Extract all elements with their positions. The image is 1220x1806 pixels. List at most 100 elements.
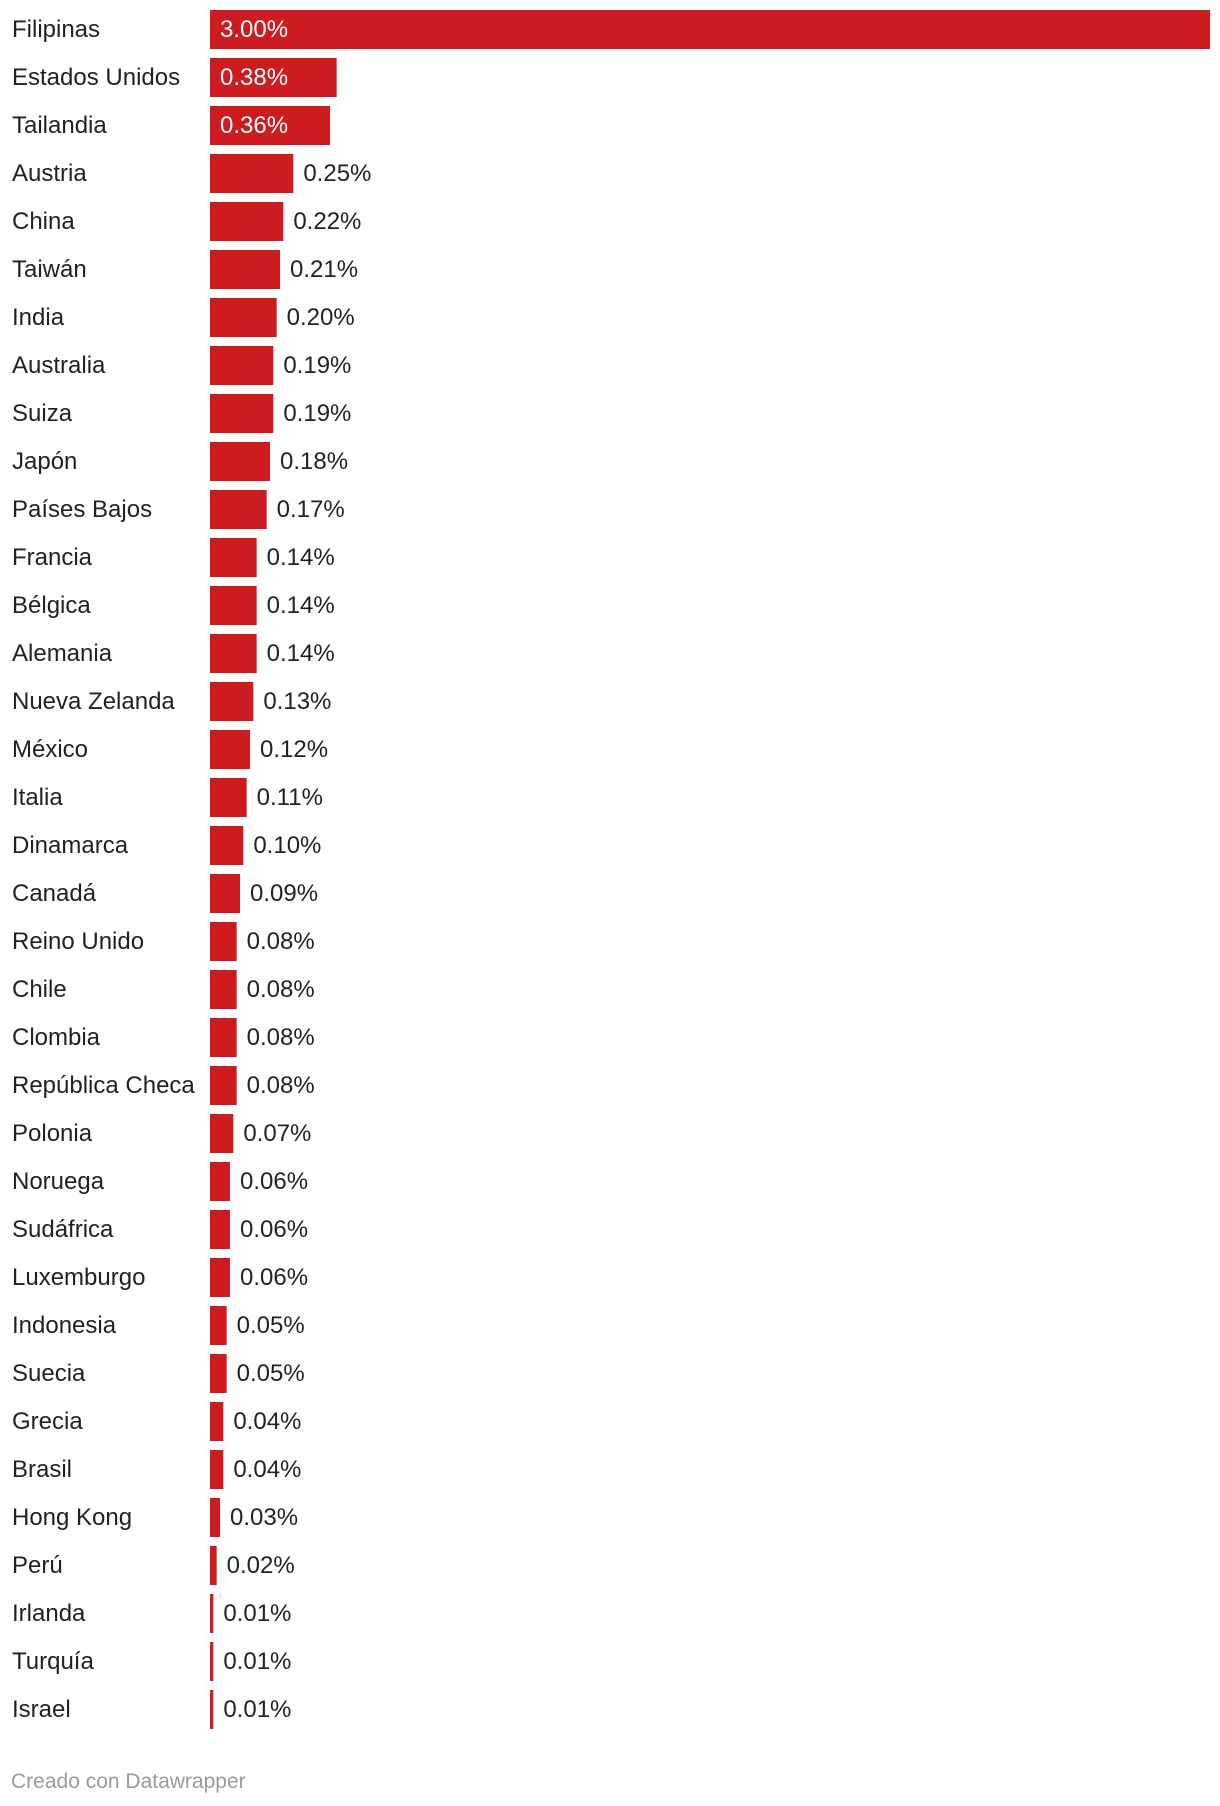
- bar-row: Italia 0.11%: [12, 778, 323, 817]
- value-label: 0.19%: [283, 400, 351, 427]
- value-label: 0.04%: [233, 1456, 301, 1483]
- value-label: 0.06%: [240, 1168, 308, 1195]
- bar-row: Austria 0.25%: [12, 154, 371, 193]
- bar-row: Nueva Zelanda 0.13%: [12, 682, 331, 721]
- value-label: 0.08%: [247, 928, 315, 955]
- bar-row: Indonesia 0.05%: [12, 1306, 305, 1345]
- value-label: 0.07%: [243, 1120, 311, 1147]
- category-label: Sudáfrica: [12, 1216, 114, 1243]
- bar: [210, 1114, 234, 1153]
- bar: [210, 490, 267, 529]
- category-label: Taiwán: [12, 256, 87, 283]
- value-label: 0.08%: [247, 1024, 315, 1051]
- category-label: Irlanda: [12, 1600, 86, 1627]
- bar-row: Hong Kong 0.03%: [12, 1498, 298, 1537]
- value-label: 0.04%: [233, 1408, 301, 1435]
- category-label: Estados Unidos: [12, 64, 180, 91]
- bar-row: República Checa 0.08%: [12, 1066, 315, 1105]
- bar: [210, 298, 277, 337]
- bar-row: Alemania 0.14%: [12, 634, 335, 673]
- category-label: Grecia: [12, 1408, 83, 1435]
- bar-row: Reino Unido 0.08%: [12, 922, 315, 961]
- value-label: 0.38%: [220, 64, 288, 91]
- value-label: 0.14%: [267, 640, 335, 667]
- value-label: 0.05%: [237, 1312, 305, 1339]
- bar-row: Brasil 0.04%: [12, 1450, 301, 1489]
- value-label: 0.25%: [303, 160, 371, 187]
- bar: [210, 922, 237, 961]
- value-label: 0.14%: [267, 592, 335, 619]
- category-label: Chile: [12, 976, 67, 1003]
- value-label: 3.00%: [220, 16, 288, 43]
- value-label: 0.13%: [263, 688, 331, 715]
- bar: [210, 1546, 217, 1585]
- bar-row: Tailandia 0.36%: [12, 106, 330, 145]
- category-label: Austria: [12, 160, 87, 187]
- value-label: 0.01%: [223, 1648, 291, 1675]
- category-label: Australia: [12, 352, 106, 379]
- bar-row: Filipinas 3.00%: [12, 10, 1210, 49]
- bar-row: Clombia 0.08%: [12, 1018, 315, 1057]
- category-label: Israel: [12, 1696, 71, 1723]
- bar: [210, 58, 337, 97]
- category-label: Perú: [12, 1552, 63, 1579]
- bar-row: Bélgica 0.14%: [12, 586, 335, 625]
- bar-row: Australia 0.19%: [12, 346, 351, 385]
- value-label: 0.01%: [223, 1696, 291, 1723]
- bar: [210, 1642, 214, 1681]
- bar-row: Luxemburgo 0.06%: [12, 1258, 308, 1297]
- bar-row: Turquía 0.01%: [12, 1642, 291, 1681]
- category-label: Filipinas: [12, 16, 100, 43]
- category-label: Alemania: [12, 640, 113, 667]
- category-label: Japón: [12, 448, 77, 475]
- category-label: Bélgica: [12, 592, 91, 619]
- bar-row: Polonia 0.07%: [12, 1114, 311, 1153]
- bar-row: Chile 0.08%: [12, 970, 315, 1009]
- category-label: Noruega: [12, 1168, 105, 1195]
- bar: [210, 730, 250, 769]
- bar: [210, 154, 294, 193]
- bar-row: Canadá 0.09%: [12, 874, 318, 913]
- value-label: 0.20%: [287, 304, 355, 331]
- value-label: 0.12%: [260, 736, 328, 763]
- bar: [210, 1210, 230, 1249]
- bar: [210, 394, 274, 433]
- value-label: 0.18%: [280, 448, 348, 475]
- value-label: 0.22%: [293, 208, 361, 235]
- bar-row: Estados Unidos 0.38%: [12, 58, 337, 97]
- value-label: 0.01%: [223, 1600, 291, 1627]
- bar-row: Francia 0.14%: [12, 538, 335, 577]
- bar: [210, 1306, 227, 1345]
- category-label: Hong Kong: [12, 1504, 132, 1531]
- value-label: 0.19%: [283, 352, 351, 379]
- bar: [210, 346, 274, 385]
- value-label: 0.08%: [247, 976, 315, 1003]
- bar-row: Perú 0.02%: [12, 1546, 295, 1585]
- bar: [210, 538, 257, 577]
- value-label: 0.17%: [277, 496, 345, 523]
- bar-chart: Filipinas 3.00% Estados Unidos 0.38% Tailand…: [12, 10, 1210, 1729]
- bar: [210, 1450, 224, 1489]
- bar: [210, 442, 270, 481]
- bar-row: Países Bajos 0.17%: [12, 490, 345, 529]
- category-label: Francia: [12, 544, 93, 571]
- category-label: Indonesia: [12, 1312, 117, 1339]
- value-label: 0.06%: [240, 1264, 308, 1291]
- bar: [210, 970, 237, 1009]
- bar: [210, 634, 257, 673]
- value-label: 0.21%: [290, 256, 358, 283]
- value-label: 0.09%: [250, 880, 318, 907]
- bar-row: Suecia 0.05%: [12, 1354, 305, 1393]
- value-label: 0.10%: [253, 832, 321, 859]
- bar: [210, 250, 280, 289]
- bar: [210, 586, 257, 625]
- bar: [210, 10, 1210, 49]
- category-label: Suecia: [12, 1360, 86, 1387]
- bar-row: Japón 0.18%: [12, 442, 348, 481]
- bar-row: Dinamarca 0.10%: [12, 826, 321, 865]
- value-label: 0.03%: [230, 1504, 298, 1531]
- category-label: Dinamarca: [12, 832, 129, 859]
- category-label: China: [12, 208, 75, 235]
- bar: [210, 1066, 237, 1105]
- bar-row: Taiwán 0.21%: [12, 250, 358, 289]
